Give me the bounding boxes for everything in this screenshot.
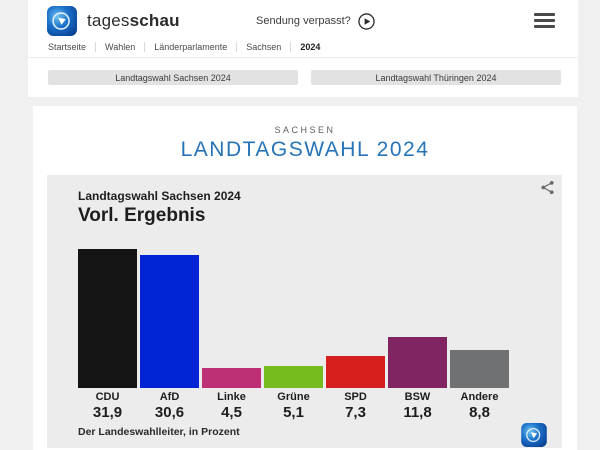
page-kicker: SACHSEN	[274, 125, 336, 135]
wordmark-bold: schau	[129, 11, 180, 30]
bar-value-bsw: 11,8	[403, 404, 432, 421]
breadcrumb-2024[interactable]: 2024	[290, 42, 329, 52]
chart-title: Landtagswahl Sachsen 2024	[78, 189, 241, 203]
ard-logo-icon	[521, 423, 547, 447]
bar-andere	[450, 350, 509, 388]
wordmark-light: tages	[87, 11, 130, 30]
sendung-verpasst-label: Sendung verpasst?	[256, 15, 351, 27]
bar-value-afd: 30,6	[154, 404, 185, 421]
bar-value-andere: 8,8	[469, 404, 490, 421]
bar-spd	[326, 356, 385, 388]
bar-label-spd: SPD	[344, 391, 367, 403]
bar-label-afd: AfD	[159, 391, 180, 403]
header-divider	[28, 57, 578, 58]
breadcrumb-wahlen[interactable]: Wahlen	[95, 42, 144, 52]
bar-bsw	[388, 337, 447, 388]
bar-label-linke: Linke	[217, 391, 246, 403]
play-icon	[358, 12, 375, 30]
tagesschau-logo-icon	[47, 6, 77, 36]
bar-cdu	[78, 249, 137, 388]
breadcrumb: Startseite Wahlen Länderparlamente Sachs…	[48, 42, 329, 52]
menu-icon[interactable]	[534, 13, 555, 31]
result-chart-card: Landtagswahl Sachsen 2024 Vorl. Ergebnis…	[47, 175, 562, 448]
share-icon[interactable]	[540, 180, 555, 195]
main-content: SACHSEN LANDTAGSWAHL 2024 Landtagswahl S…	[33, 106, 577, 450]
bar-label-bsw: BSW	[404, 391, 431, 403]
bar-value-cdu: 31,9	[92, 404, 123, 421]
bar-label-andere: Andere	[460, 391, 499, 403]
sendung-verpasst-link[interactable]: Sendung verpasst?	[256, 0, 375, 42]
bar-value-spd: 7,3	[345, 404, 366, 421]
bar-grüne	[264, 366, 323, 388]
tagesschau-wordmark: tagesschau	[87, 11, 180, 31]
breadcrumb-startseite[interactable]: Startseite	[48, 42, 87, 52]
bar-value-linke: 4,5	[221, 404, 242, 421]
tab-landtagswahl-sachsen[interactable]: Landtagswahl Sachsen 2024	[48, 70, 298, 85]
bar-afd	[140, 255, 199, 388]
bar-value-grüne: 5,1	[283, 404, 304, 421]
tagesschau-logo-link[interactable]: tagesschau	[47, 6, 180, 36]
chart-subtitle: Vorl. Ergebnis	[78, 205, 206, 226]
breadcrumb-laenderparlamente[interactable]: Länderparlamente	[144, 42, 236, 52]
bar-linke	[202, 368, 261, 388]
bar-label-grüne: Grüne	[277, 391, 310, 403]
page-title: LANDTAGSWAHL 2024	[180, 138, 430, 161]
bar-values: 31,9 30,6 4,5 5,1 7,3 11,8 8,8	[78, 404, 509, 421]
tab-landtagswahl-thueringen[interactable]: Landtagswahl Thüringen 2024	[311, 70, 561, 85]
header: tagesschau Sendung verpasst? Startseite …	[28, 0, 578, 97]
bar-labels: CDU AfD Linke Grüne SPD BSW Andere	[78, 391, 509, 403]
bar-group	[78, 249, 509, 388]
breadcrumb-sachsen[interactable]: Sachsen	[236, 42, 290, 52]
bar-label-cdu: CDU	[95, 391, 120, 403]
chart-source: Der Landeswahlleiter, in Prozent	[78, 426, 240, 438]
